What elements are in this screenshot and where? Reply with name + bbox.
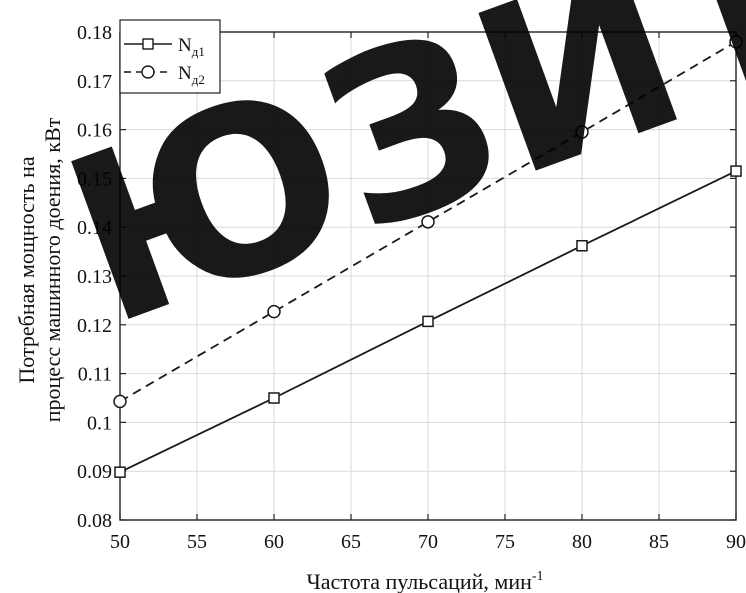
y-tick-label: 0.09 — [77, 461, 112, 483]
data-point-square — [576, 239, 588, 252]
data-point-circle — [729, 35, 743, 49]
x-tick-label: 60 — [264, 531, 284, 553]
y-tick-label: 0.12 — [77, 315, 112, 337]
x-tick-label: 65 — [341, 531, 361, 553]
y-tick-label: 0.14 — [77, 217, 112, 239]
x-axis-label: Частота пульсаций, мин-1 — [306, 569, 543, 593]
data-point-circle — [267, 304, 281, 319]
series-layer — [113, 35, 743, 478]
legend-label-1: N — [178, 35, 192, 56]
data-point-square — [422, 315, 434, 328]
x-tick-label: 85 — [649, 531, 669, 553]
circle-marker-icon — [141, 65, 155, 79]
x-tick-label: 90 — [726, 531, 746, 553]
legend-entry-1: Nд1 — [124, 35, 205, 59]
svg-text:Nд1: Nд1 — [178, 35, 205, 59]
y-axis-label-line1: Потребная мощность на — [14, 156, 39, 383]
series-1 — [114, 165, 742, 478]
data-point-circle — [421, 215, 435, 229]
legend-label-2: N — [178, 63, 192, 84]
data-point-circle — [113, 394, 127, 409]
data-point-square — [268, 392, 280, 404]
y-axis-label-line2: процесс машинного доения, кВт — [40, 117, 65, 422]
x-tick-label: 55 — [187, 531, 207, 553]
legend: Nд1 Nд2 — [119, 19, 221, 94]
y-axis-ticks: 0.08 0.09 0.1 0.11 0.12 0.13 0.14 0.15 0.16 0.17 0… — [77, 22, 736, 532]
y-tick-label: 0.13 — [77, 266, 112, 288]
y-tick-label: 0.08 — [77, 510, 112, 532]
y-tick-label: 0.17 — [77, 71, 112, 93]
square-marker-icon — [142, 38, 154, 50]
svg-text:Nд2: Nд2 — [178, 63, 205, 87]
y-tick-label: 0.16 — [77, 120, 112, 142]
x-tick-label: 80 — [572, 531, 592, 553]
legend-box — [119, 19, 221, 94]
y-tick-label: 0.11 — [78, 364, 112, 386]
legend-sub-1: д1 — [192, 44, 205, 59]
data-point-square — [114, 466, 126, 478]
y-tick-label: 0.18 — [77, 22, 112, 44]
legend-entry-2: Nд2 — [124, 63, 205, 87]
data-point-circle — [575, 125, 589, 139]
x-tick-label: 75 — [495, 531, 515, 553]
x-tick-label: 70 — [418, 531, 438, 553]
y-tick-label: 0.1 — [87, 412, 112, 434]
legend-sub-2: д2 — [192, 72, 205, 87]
data-point-square — [730, 165, 742, 177]
x-tick-label: 50 — [110, 531, 130, 553]
series-2 — [113, 35, 743, 409]
y-tick-label: 0.15 — [77, 168, 112, 190]
